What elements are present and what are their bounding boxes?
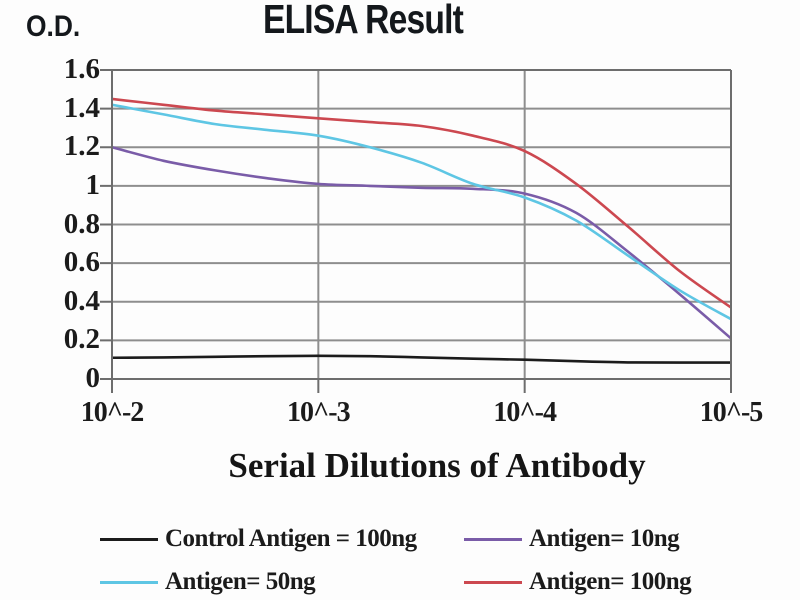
- y-tick-label-1.6: 1.6: [63, 53, 100, 85]
- legend-label: Antigen= 50ng: [165, 568, 316, 595]
- series-line-antigen-100ng: [111, 97, 732, 309]
- y-tick-label-0.4: 0.4: [63, 284, 100, 317]
- antigen-100ng-line-swatch: [464, 580, 522, 584]
- x-axis-title: Serial Dilutions of Antibody: [228, 446, 646, 485]
- legend-label: Antigen= 10ng: [529, 525, 680, 552]
- x-tick-label-10-4: 10^-4: [493, 397, 557, 428]
- data-series: [111, 97, 732, 364]
- series-line-antigen-10ng: [111, 145, 732, 340]
- legend-label: Control Antigen = 100ng: [165, 525, 417, 552]
- y-tick-label-0.2: 0.2: [63, 323, 100, 356]
- x-tick-label-10-3: 10^-3: [287, 397, 351, 428]
- y-tick-label-1: 1: [85, 168, 101, 201]
- legend-item-antigen-10ng: Antigen= 10ng: [464, 524, 680, 554]
- y-tick-label-1.2: 1.2: [63, 130, 100, 163]
- chart-title: ELISA Result: [262, 0, 464, 42]
- legend-item-antigen-50ng: Antigen= 50ng: [100, 567, 316, 597]
- x-tick-label-10-2: 10^-2: [80, 397, 145, 428]
- x-tick-label-10-5: 10^-5: [699, 397, 764, 428]
- series-line-antigen-50ng: [111, 103, 732, 321]
- antigen-50ng-line-swatch: [100, 580, 158, 584]
- legend-item-antigen-100ng: Antigen= 100ng: [464, 567, 692, 597]
- legend-item-control-antigen: Control Antigen = 100ng: [100, 524, 417, 554]
- grid-lines: [112, 70, 731, 379]
- legend-label: Antigen= 100ng: [529, 568, 692, 595]
- y-tick-label-0.6: 0.6: [63, 246, 100, 279]
- axis-ticks: [100, 69, 732, 393]
- y-tick-label-0.8: 0.8: [63, 207, 100, 240]
- plot-frame: [111, 69, 732, 380]
- series-line-control-antigen-100ng: [111, 354, 732, 364]
- y-tick-label-0: 0: [85, 362, 101, 394]
- antigen-10ng-line-swatch: [464, 537, 522, 541]
- control-antigen-line-swatch: [100, 537, 158, 541]
- y-axis-label: O.D.: [26, 10, 81, 43]
- y-tick-label-1.4: 1.4: [63, 91, 100, 124]
